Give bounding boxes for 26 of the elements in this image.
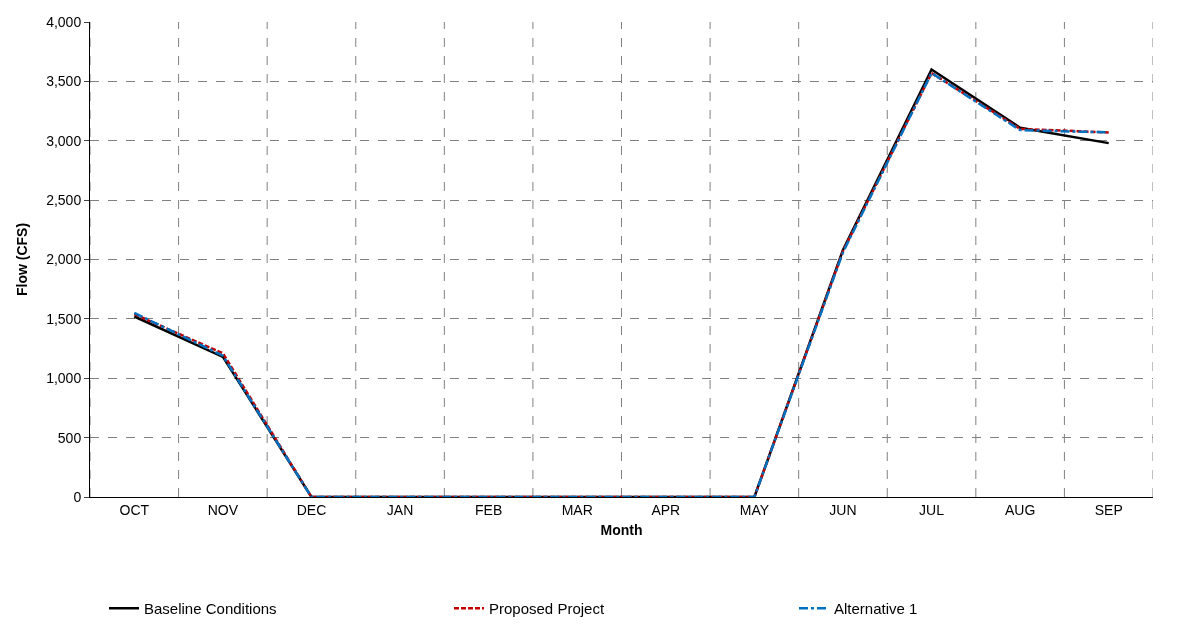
y-tick-label: 4,000 — [46, 13, 82, 30]
legend-label: Baseline Conditions — [144, 600, 277, 618]
y-tick-label: 0 — [73, 488, 82, 505]
y-tick-label: 2,000 — [46, 251, 82, 268]
y-tick-label: 2,500 — [46, 192, 82, 209]
y-tick-label: 3,000 — [46, 132, 82, 149]
x-axis-title: Month — [600, 522, 643, 539]
x-tick-label: MAR — [561, 501, 593, 518]
legend-label: Proposed Project — [489, 600, 605, 618]
y-axis-title: Flow (CFS) — [13, 222, 30, 297]
x-tick-label: NOV — [207, 501, 239, 518]
y-tick-label: 1,500 — [46, 310, 82, 327]
x-tick-label: DEC — [296, 501, 327, 518]
x-tick-label: FEB — [475, 501, 503, 518]
x-tick-label: JAN — [386, 501, 414, 518]
legend-label: Alternative 1 — [834, 600, 918, 618]
y-tick-label: 500 — [57, 429, 82, 446]
x-tick-label: SEP — [1094, 501, 1123, 518]
x-tick-label: APR — [651, 501, 681, 518]
y-tick-label: 3,500 — [46, 73, 82, 90]
x-tick-label: MAY — [739, 501, 770, 518]
x-tick-label: OCT — [119, 501, 150, 518]
x-tick-label: AUG — [1004, 501, 1036, 518]
x-tick-label: JUN — [829, 501, 857, 518]
x-tick-label: JUL — [919, 501, 945, 518]
y-tick-label: 1,000 — [46, 370, 82, 387]
